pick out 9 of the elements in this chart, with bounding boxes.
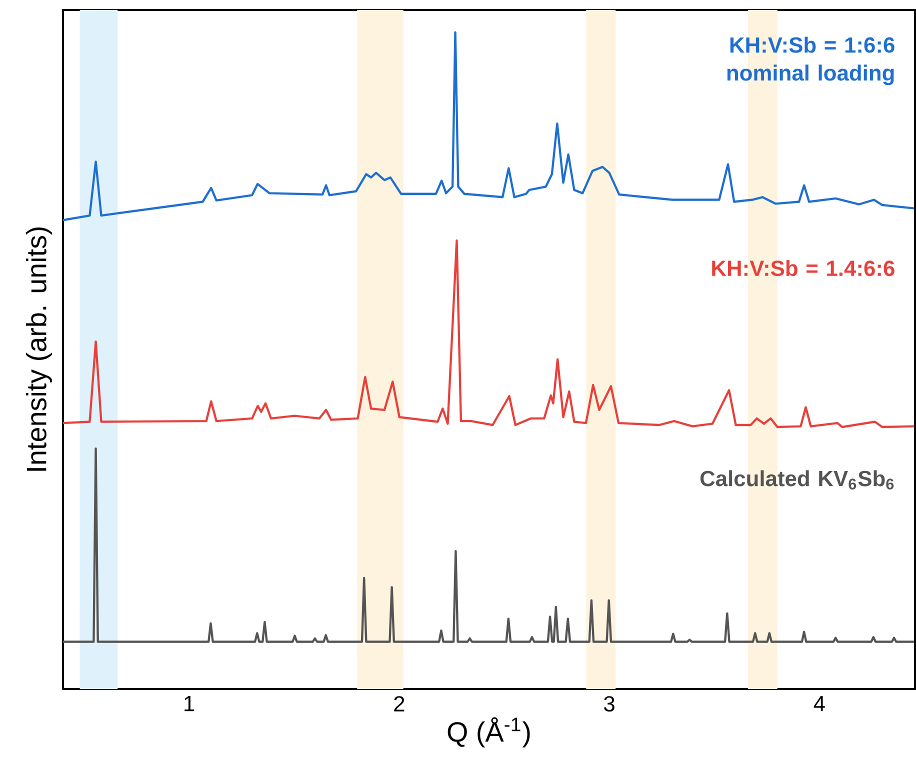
x-axis-title: Q (Å$^{-1}$) bbox=[448, 717, 530, 748]
x-tick-label: 2 bbox=[394, 696, 404, 712]
text: Calculated KV$_{6}$Sb$_{6}$ bbox=[700, 470, 894, 490]
x-tick-label: 1 bbox=[184, 696, 194, 712]
text: KH:V:Sb = 1:6:6 nominal loading bbox=[727, 36, 894, 86]
text: KH:V:Sb = 1.4:6:6 bbox=[712, 260, 894, 276]
y-axis-title: Intensity (arb. units) bbox=[26, 227, 52, 471]
x-tick-label: 3 bbox=[604, 696, 614, 712]
x-tick-label: 4 bbox=[814, 696, 825, 712]
